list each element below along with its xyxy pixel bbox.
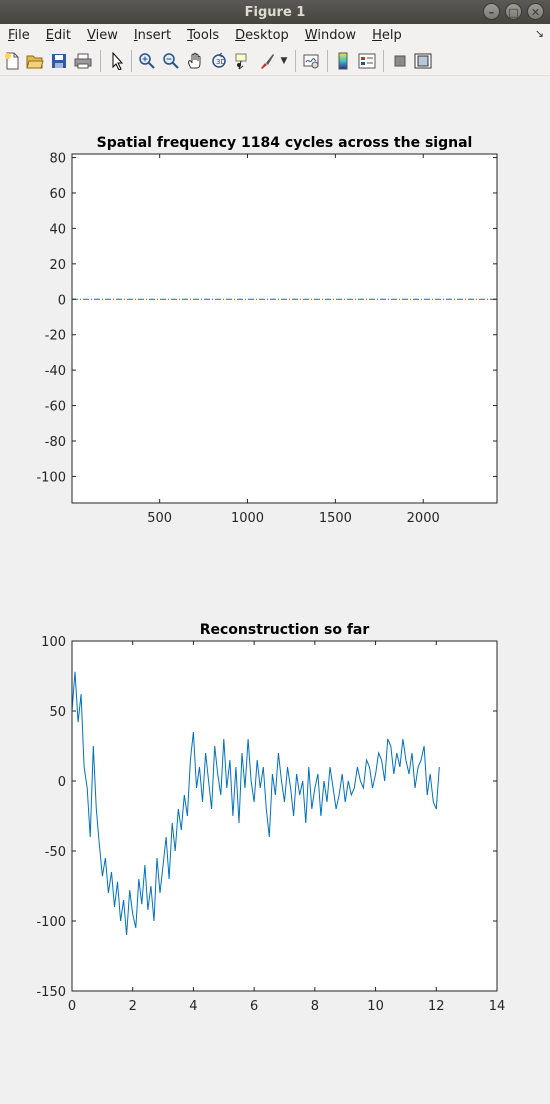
chart-title: Reconstruction so far — [200, 622, 370, 638]
pan-icon[interactable] — [186, 52, 204, 70]
toolbar-dock-arrow-icon[interactable]: ↘ — [534, 27, 544, 40]
y-tick-label: -150 — [36, 985, 66, 1000]
svg-text:3D: 3D — [216, 58, 226, 66]
menu-mnemonic: F — [8, 27, 15, 43]
y-tick-label: 50 — [49, 705, 66, 720]
menu-mnemonic: W — [304, 27, 318, 43]
menu-mnemonic: H — [372, 27, 382, 43]
y-tick-label: -60 — [45, 400, 66, 415]
window-title: Figure 1 — [244, 4, 306, 20]
toolbar-separator — [100, 50, 101, 72]
menu-label-rest: ile — [14, 27, 30, 43]
menu-bar: File Edit View Insert Tools Desktop Window Help… — [0, 24, 550, 46]
y-tick-label: 60 — [49, 187, 66, 202]
x-tick-label: 4 — [189, 999, 197, 1014]
hide-plot-tools-icon[interactable] — [391, 52, 409, 70]
menu-edit[interactable]: Edit — [38, 28, 79, 43]
plot-area — [72, 154, 497, 503]
axes-box — [71, 153, 498, 504]
y-tick-label: 20 — [49, 258, 66, 273]
menu-mnemonic: T — [187, 27, 193, 43]
menu-label-rest: ools — [192, 27, 220, 43]
zoom-in-icon[interactable] — [138, 52, 156, 70]
menu-file[interactable]: File — [0, 28, 38, 43]
y-tick-label: 100 — [41, 635, 66, 650]
y-tick-label: 0 — [58, 293, 66, 308]
menu-label-rest: indow — [317, 27, 357, 43]
new-figure-icon[interactable] — [3, 52, 21, 70]
window-titlebar: Figure 1 – □ ✕ — [0, 0, 550, 24]
x-tick-label: 8 — [311, 999, 319, 1014]
y-tick-label: 0 — [58, 775, 66, 790]
show-plot-tools-icon[interactable] — [414, 52, 432, 70]
x-tick-label: 2 — [129, 999, 137, 1014]
menu-desktop[interactable]: Desktop — [227, 28, 297, 43]
menu-insert[interactable]: Insert — [126, 28, 179, 43]
axes-box — [71, 640, 498, 992]
pointer-icon[interactable] — [108, 52, 126, 70]
open-file-icon[interactable] — [26, 52, 44, 70]
menu-window[interactable]: Window — [297, 28, 364, 43]
toolbar-separator — [131, 50, 132, 72]
menu-mnemonic: V — [86, 27, 96, 43]
y-tick-label: -40 — [45, 364, 66, 379]
rotate-3d-icon[interactable]: 3D — [210, 52, 228, 70]
toolbar-separator — [295, 50, 296, 72]
toolbar-separator — [383, 50, 384, 72]
toolbar-separator — [327, 50, 328, 72]
menu-label-rest: esktop — [245, 27, 289, 43]
x-tick-label: 0 — [68, 999, 76, 1014]
menu-label-rest: iew — [95, 27, 118, 43]
menu-view[interactable]: View — [79, 28, 126, 43]
link-plot-icon[interactable] — [302, 52, 320, 70]
y-tick-label: -20 — [45, 329, 66, 344]
menu-mnemonic: E — [45, 27, 54, 43]
x-tick-label: 6 — [250, 999, 258, 1014]
x-tick-label: 500 — [147, 511, 172, 526]
figure-toolbar: 3D ▼ — [0, 46, 550, 76]
menu-mnemonic: D — [235, 27, 246, 43]
colorbar-icon[interactable] — [334, 52, 352, 70]
minimize-icon[interactable]: – — [483, 3, 500, 20]
menu-label-rest: dit — [54, 27, 71, 43]
menu-tools[interactable]: Tools — [179, 28, 227, 43]
brush-dropdown-icon[interactable]: ▼ — [280, 56, 288, 66]
y-tick-label: -50 — [45, 845, 66, 860]
x-tick-label: 1000 — [231, 511, 264, 526]
x-tick-label: 14 — [489, 999, 506, 1014]
legend-icon[interactable] — [358, 52, 376, 70]
y-tick-label: 40 — [49, 222, 66, 237]
save-icon[interactable] — [50, 52, 68, 70]
y-tick-label: -100 — [36, 915, 66, 930]
y-tick-label: 80 — [49, 152, 66, 167]
plot-area — [72, 641, 497, 991]
zoom-out-icon[interactable] — [162, 52, 180, 70]
brush-icon[interactable] — [258, 52, 276, 70]
chart-title: Spatial frequency 1184 cycles across the… — [97, 135, 473, 151]
data-cursor-icon[interactable] — [234, 52, 252, 70]
x-tick-label: 12 — [428, 999, 445, 1014]
menu-label-rest: nsert — [137, 27, 172, 43]
y-tick-label: -100 — [36, 470, 66, 485]
x-tick-label: 1500 — [319, 511, 352, 526]
menu-help[interactable]: Help — [364, 28, 410, 43]
x-tick-label: 2000 — [407, 511, 440, 526]
axes-reconstruction[interactable]: Reconstruction so far 0 2 4 6 8 10 12 14 100 50 0 -5… — [36, 622, 505, 1014]
figure-canvas: Spatial frequency 1184 cycles across the… — [36, 135, 505, 1014]
close-icon[interactable]: ✕ — [527, 3, 544, 20]
series-line — [71, 671, 440, 936]
x-tick-label: 10 — [367, 999, 384, 1014]
y-tick-label: -80 — [45, 435, 66, 450]
menu-mnemonic: I — [133, 27, 138, 43]
axes-spatial-frequency[interactable]: Spatial frequency 1184 cycles across the… — [36, 135, 498, 526]
menu-label-rest: elp — [381, 27, 402, 43]
print-icon[interactable] — [74, 52, 92, 70]
maximize-icon[interactable]: □ — [505, 3, 522, 20]
